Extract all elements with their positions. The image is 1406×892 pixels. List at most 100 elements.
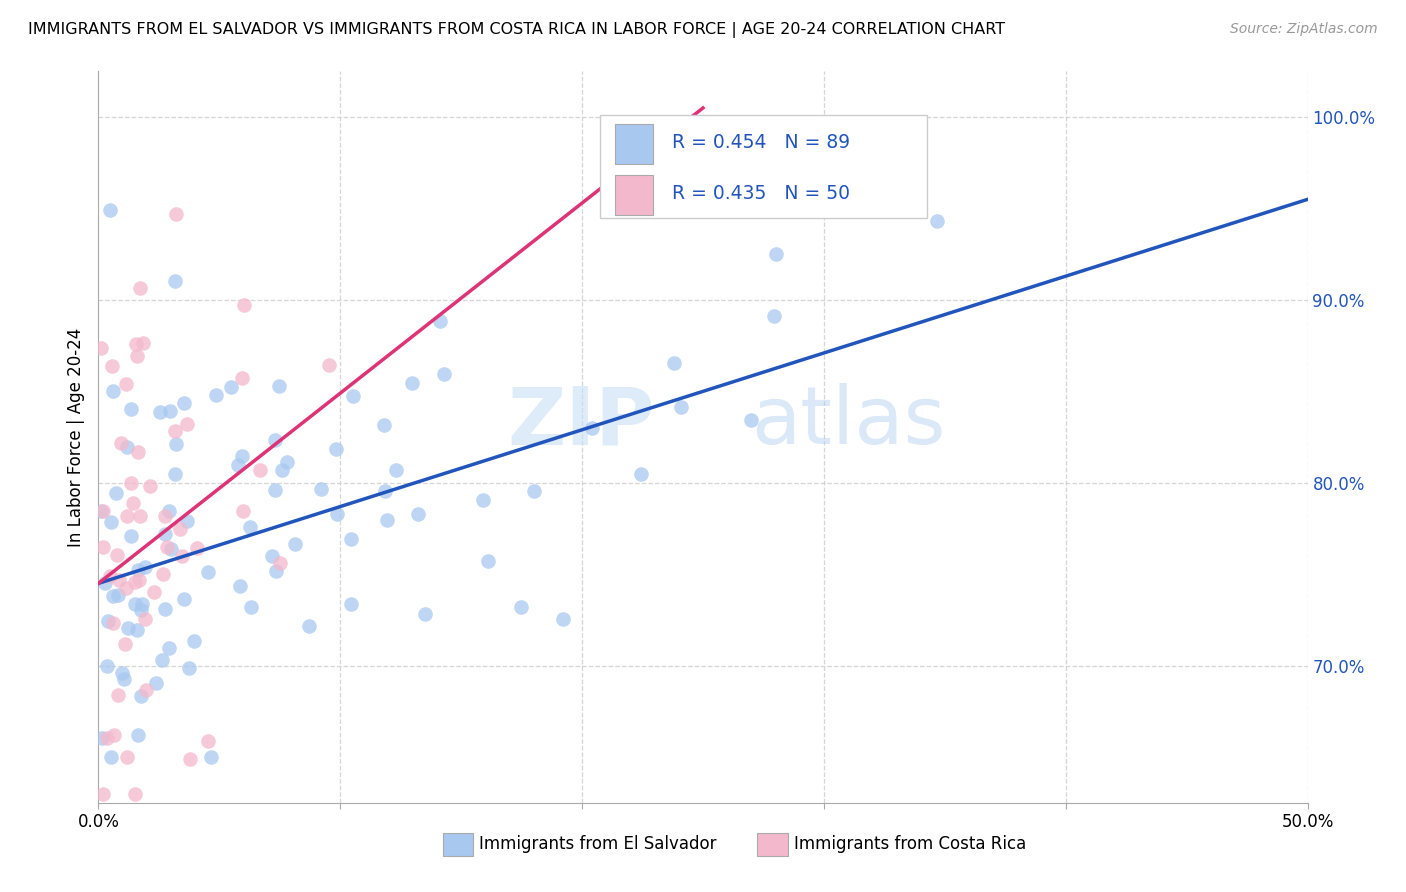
Point xyxy=(270,463,292,477)
Point xyxy=(94,576,117,591)
Point xyxy=(103,728,125,742)
Point xyxy=(150,653,173,667)
Point xyxy=(176,417,198,431)
Point xyxy=(149,405,172,419)
Point xyxy=(96,658,118,673)
Point xyxy=(239,520,262,534)
Point xyxy=(325,508,347,522)
Point xyxy=(103,384,125,399)
Point xyxy=(124,574,146,589)
Point xyxy=(662,356,685,370)
Point xyxy=(155,527,177,541)
Point xyxy=(91,504,114,518)
Point xyxy=(311,482,333,496)
Point xyxy=(325,442,347,457)
FancyBboxPatch shape xyxy=(614,124,654,164)
Point xyxy=(179,661,201,675)
Point xyxy=(264,564,287,578)
Text: atlas: atlas xyxy=(751,384,946,461)
Point xyxy=(115,508,138,523)
Point xyxy=(669,400,692,414)
Point xyxy=(205,388,228,402)
Point xyxy=(120,401,142,416)
Point xyxy=(176,514,198,528)
Point xyxy=(763,310,786,324)
Point xyxy=(157,640,180,655)
Point xyxy=(219,380,242,394)
Point xyxy=(129,508,152,523)
Point xyxy=(375,513,398,527)
Point xyxy=(105,548,128,562)
Point xyxy=(107,588,129,602)
Point xyxy=(91,541,114,555)
Text: Source: ZipAtlas.com: Source: ZipAtlas.com xyxy=(1230,22,1378,37)
Point xyxy=(297,618,319,632)
Point xyxy=(260,549,283,564)
Point xyxy=(132,335,155,350)
Point xyxy=(112,672,135,686)
Point xyxy=(120,529,142,543)
Point xyxy=(122,496,145,510)
Text: Immigrants from Costa Rica: Immigrants from Costa Rica xyxy=(793,836,1026,854)
Point xyxy=(163,467,186,482)
Point xyxy=(197,565,219,579)
Point xyxy=(269,556,291,570)
Point xyxy=(433,368,456,382)
Point xyxy=(127,563,149,577)
Point xyxy=(134,611,156,625)
Point xyxy=(231,449,253,463)
Point xyxy=(107,688,129,702)
Point xyxy=(97,614,120,628)
Point xyxy=(264,433,287,447)
Point xyxy=(925,214,948,228)
Point xyxy=(157,504,180,518)
Point xyxy=(114,637,136,651)
Point xyxy=(101,615,124,630)
Point xyxy=(269,379,291,393)
Point xyxy=(172,549,194,563)
Point xyxy=(159,404,181,418)
FancyBboxPatch shape xyxy=(600,115,927,218)
Point xyxy=(477,554,499,568)
Point xyxy=(90,504,112,518)
Point xyxy=(342,389,364,403)
Point xyxy=(163,274,186,288)
Point xyxy=(183,634,205,648)
Point xyxy=(117,750,139,764)
Point xyxy=(152,566,174,581)
Point xyxy=(284,536,307,550)
Point xyxy=(318,358,340,372)
Point xyxy=(129,281,152,295)
Point xyxy=(429,314,451,328)
Point xyxy=(111,665,134,680)
Text: R = 0.435   N = 50: R = 0.435 N = 50 xyxy=(672,184,849,202)
Point xyxy=(165,424,187,438)
FancyBboxPatch shape xyxy=(758,833,787,856)
Point xyxy=(131,597,153,611)
Point xyxy=(103,589,125,603)
Point xyxy=(197,733,219,747)
Point xyxy=(134,559,156,574)
Point xyxy=(101,359,124,374)
Point xyxy=(124,787,146,801)
Point xyxy=(765,246,787,260)
Point xyxy=(159,542,181,557)
Point xyxy=(127,728,149,742)
Point xyxy=(509,600,531,615)
Point xyxy=(117,440,139,454)
Point xyxy=(156,541,179,555)
Point xyxy=(340,597,363,611)
Point xyxy=(125,349,148,363)
FancyBboxPatch shape xyxy=(614,175,654,215)
Point xyxy=(249,463,271,477)
Point xyxy=(551,612,574,626)
Point xyxy=(226,458,249,472)
Point xyxy=(523,484,546,499)
Point xyxy=(415,607,437,621)
Point xyxy=(581,420,603,434)
FancyBboxPatch shape xyxy=(443,833,474,856)
Point xyxy=(231,371,253,385)
Point xyxy=(373,417,395,432)
Point xyxy=(124,597,146,611)
Point xyxy=(115,376,138,391)
